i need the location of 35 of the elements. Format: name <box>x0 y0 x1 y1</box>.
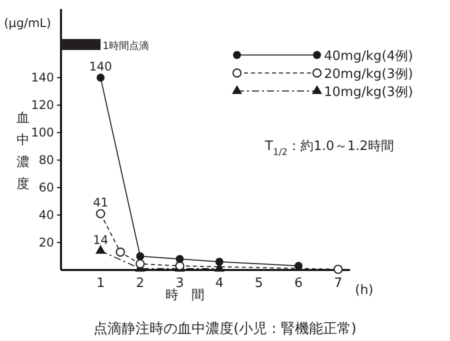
y-tick-label: 20 <box>38 235 54 250</box>
x-tick-label: 7 <box>334 276 342 292</box>
point <box>116 248 125 257</box>
point <box>95 244 106 254</box>
x-tick-label: 2 <box>136 276 144 292</box>
band-label: 1時間点滴 <box>102 40 149 52</box>
legend-label: 40mg/kg(4例) <box>324 49 414 64</box>
point <box>96 74 105 82</box>
point <box>136 259 145 268</box>
legend-label: 20mg/kg(3例) <box>324 67 414 82</box>
data-label: 14 <box>92 232 108 247</box>
point <box>294 262 303 270</box>
y-tick-label: 100 <box>31 125 54 140</box>
text: (h) <box>355 283 374 298</box>
text: 点滴静注時の血中濃度(小児：腎機能正常) <box>94 321 356 337</box>
y-axis-title: 血中濃度 <box>16 111 30 192</box>
y-tick-label: 120 <box>31 98 54 112</box>
x-tick-label: 4 <box>215 276 224 292</box>
x-tick-label: 6 <box>294 276 303 292</box>
legend-label: 10mg/kg(3例) <box>324 85 414 100</box>
x-tick-label: 5 <box>254 276 264 292</box>
point <box>176 255 184 264</box>
point <box>334 264 343 274</box>
annotation: T$_{1/2}$：約1.0～1.2時間 <box>264 139 394 158</box>
y-tick-label: 140 <box>31 70 54 85</box>
point <box>215 258 224 266</box>
y-tick-label: 60 <box>38 180 54 194</box>
text: (μg/mL) <box>4 16 52 30</box>
data-label: 41 <box>92 196 108 210</box>
y-tick-label: 40 <box>38 208 54 222</box>
x-tick-label: 1 <box>96 276 105 292</box>
data-label: 140 <box>89 60 112 74</box>
y-tick-label: 80 <box>38 152 54 167</box>
point <box>96 209 106 218</box>
point <box>136 252 144 260</box>
